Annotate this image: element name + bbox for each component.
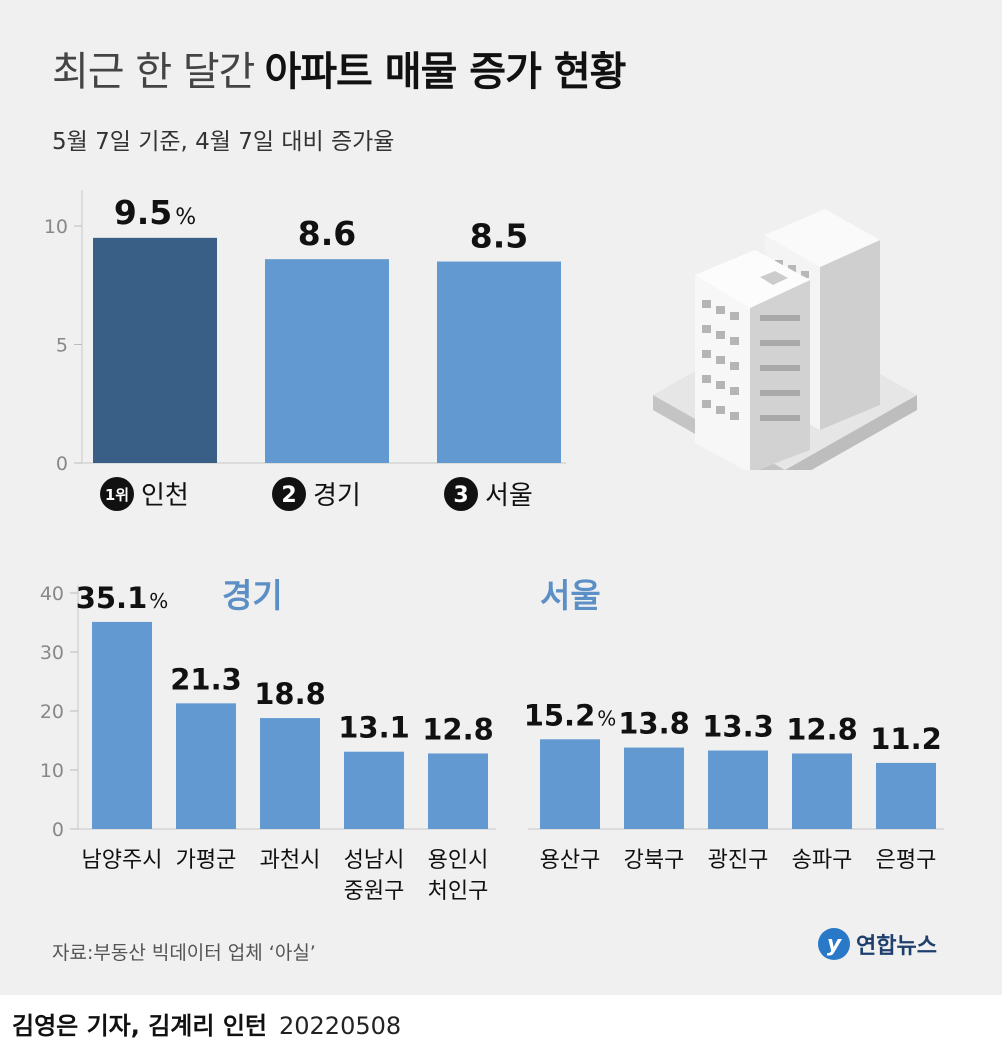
top-chart: 0 5 10 9.5 % 1위 인천 8.6 2 경기 8.5 3 서울 bbox=[44, 190, 566, 511]
bottom-value-label: 11.2 bbox=[870, 722, 942, 756]
bottom-category-label: 처인구 bbox=[428, 879, 489, 904]
bottom-bar bbox=[540, 739, 600, 829]
bottom-ytick-label: 30 bbox=[40, 642, 64, 664]
bottom-value-label: 12.8 bbox=[422, 712, 494, 746]
bottom-value-label: 18.8 bbox=[254, 677, 326, 711]
yonhap-logo-text: 연합뉴스 bbox=[856, 934, 937, 959]
bottom-bar bbox=[344, 751, 404, 829]
top-ytick-label: 0 bbox=[56, 453, 68, 475]
bottom-category-label: 남양주시 bbox=[82, 848, 163, 873]
bottom-category-label: 송파구 bbox=[792, 848, 853, 873]
rank-badge bbox=[100, 477, 134, 511]
bottom-category-label: 과천시 bbox=[260, 848, 321, 873]
bottom-bar bbox=[176, 703, 236, 829]
top-ytick-label: 5 bbox=[56, 335, 68, 357]
bottom-bar bbox=[876, 762, 936, 829]
yonhap-logo-icon: y bbox=[818, 928, 850, 960]
top-value-label: 8.5 bbox=[470, 217, 528, 256]
subtitle: 5월 7일 기준, 4월 7일 대비 증가율 bbox=[52, 129, 395, 155]
bottom-ytick-label: 10 bbox=[40, 760, 64, 782]
bottom-value-label: 12.8 bbox=[786, 712, 858, 746]
top-category-label: 인천 bbox=[141, 481, 189, 511]
top-category-label: 서울 bbox=[485, 481, 533, 511]
top-ytick-label: 10 bbox=[44, 216, 68, 238]
bottom-bar bbox=[708, 750, 768, 829]
title-bold: 아파트 매물 증가 현황 bbox=[264, 49, 626, 95]
top-value-label: 8.6 bbox=[298, 214, 356, 253]
bottom-category-label: 용인시 bbox=[428, 848, 489, 873]
bottom-category-label: 중원구 bbox=[344, 879, 405, 904]
rank-badge-text: 2 bbox=[281, 483, 296, 508]
bottom-category-label: 성남시 bbox=[344, 848, 405, 873]
bottom-ytick-label: 0 bbox=[52, 819, 64, 841]
bottom-value-label: 15.2% bbox=[524, 698, 617, 732]
rank-badge-text: 3 bbox=[453, 483, 468, 508]
bottom-value-label: 13.8 bbox=[618, 707, 690, 741]
bottom-category-label: 가평군 bbox=[176, 848, 237, 873]
bottom-value-label: 35.1% bbox=[76, 581, 169, 615]
byline-names: 김영은 기자, 김계리 인턴 bbox=[12, 1012, 267, 1040]
bottom-ytick-label: 20 bbox=[40, 701, 64, 723]
bottom-bar bbox=[428, 753, 488, 829]
byline: 김영은 기자, 김계리 인턴 20220508 bbox=[12, 1006, 401, 1041]
source-note: 자료:부동산 빅데이터 업체 ‘아실’ bbox=[52, 942, 316, 964]
top-bar bbox=[93, 237, 217, 463]
bottom-value-label: 13.1 bbox=[338, 711, 410, 745]
top-value-label: 9.5% bbox=[114, 193, 196, 232]
top-bar bbox=[265, 259, 389, 463]
top-category-label: 경기 bbox=[313, 481, 361, 511]
bottom-ytick-label: 40 bbox=[40, 583, 64, 605]
chart-area: 0 5 10 9.5 % 1위 인천 8.6 2 경기 8.5 3 서울 0 10 20 30 40 경기 35.1… bbox=[40, 190, 944, 904]
group-title: 서울 bbox=[540, 576, 601, 615]
bottom-bar bbox=[624, 747, 684, 829]
yonhap-logo: y 연합뉴스 bbox=[818, 928, 937, 960]
seoul-chart: 서울 15.2 % 용산구 13.8 강북구 13.3 광진구 12.8 송파구 11.2 은평구 bbox=[524, 576, 944, 873]
page-title: 최근 한 달간 아파트 매물 증가 현황 bbox=[52, 44, 626, 100]
bottom-category-label: 용산구 bbox=[540, 848, 601, 873]
rank-badge-text: 1위 bbox=[105, 486, 129, 504]
byline-date: 20220508 bbox=[278, 1012, 402, 1040]
group-title: 경기 bbox=[222, 576, 283, 615]
top-bar bbox=[437, 261, 561, 463]
rank-badge bbox=[444, 477, 478, 511]
bottom-value-label: 13.3 bbox=[702, 710, 774, 744]
bottom-category-label: 은평구 bbox=[876, 848, 937, 873]
gyeonggi-chart: 0 10 20 30 40 경기 35.1 % 남양주시 21.3 가평군 18.8 과천시 13.1 성남… bbox=[40, 576, 496, 904]
bottom-bar bbox=[92, 621, 152, 829]
bottom-value-label: 21.3 bbox=[170, 662, 242, 696]
title-light: 최근 한 달간 bbox=[52, 49, 255, 95]
bottom-category-label: 강북구 bbox=[624, 848, 685, 873]
apartment-building-icon bbox=[653, 209, 917, 470]
bottom-bar bbox=[260, 718, 320, 829]
bottom-category-label: 광진구 bbox=[708, 848, 769, 873]
bottom-bar bbox=[792, 753, 852, 829]
rank-badge bbox=[272, 477, 306, 511]
